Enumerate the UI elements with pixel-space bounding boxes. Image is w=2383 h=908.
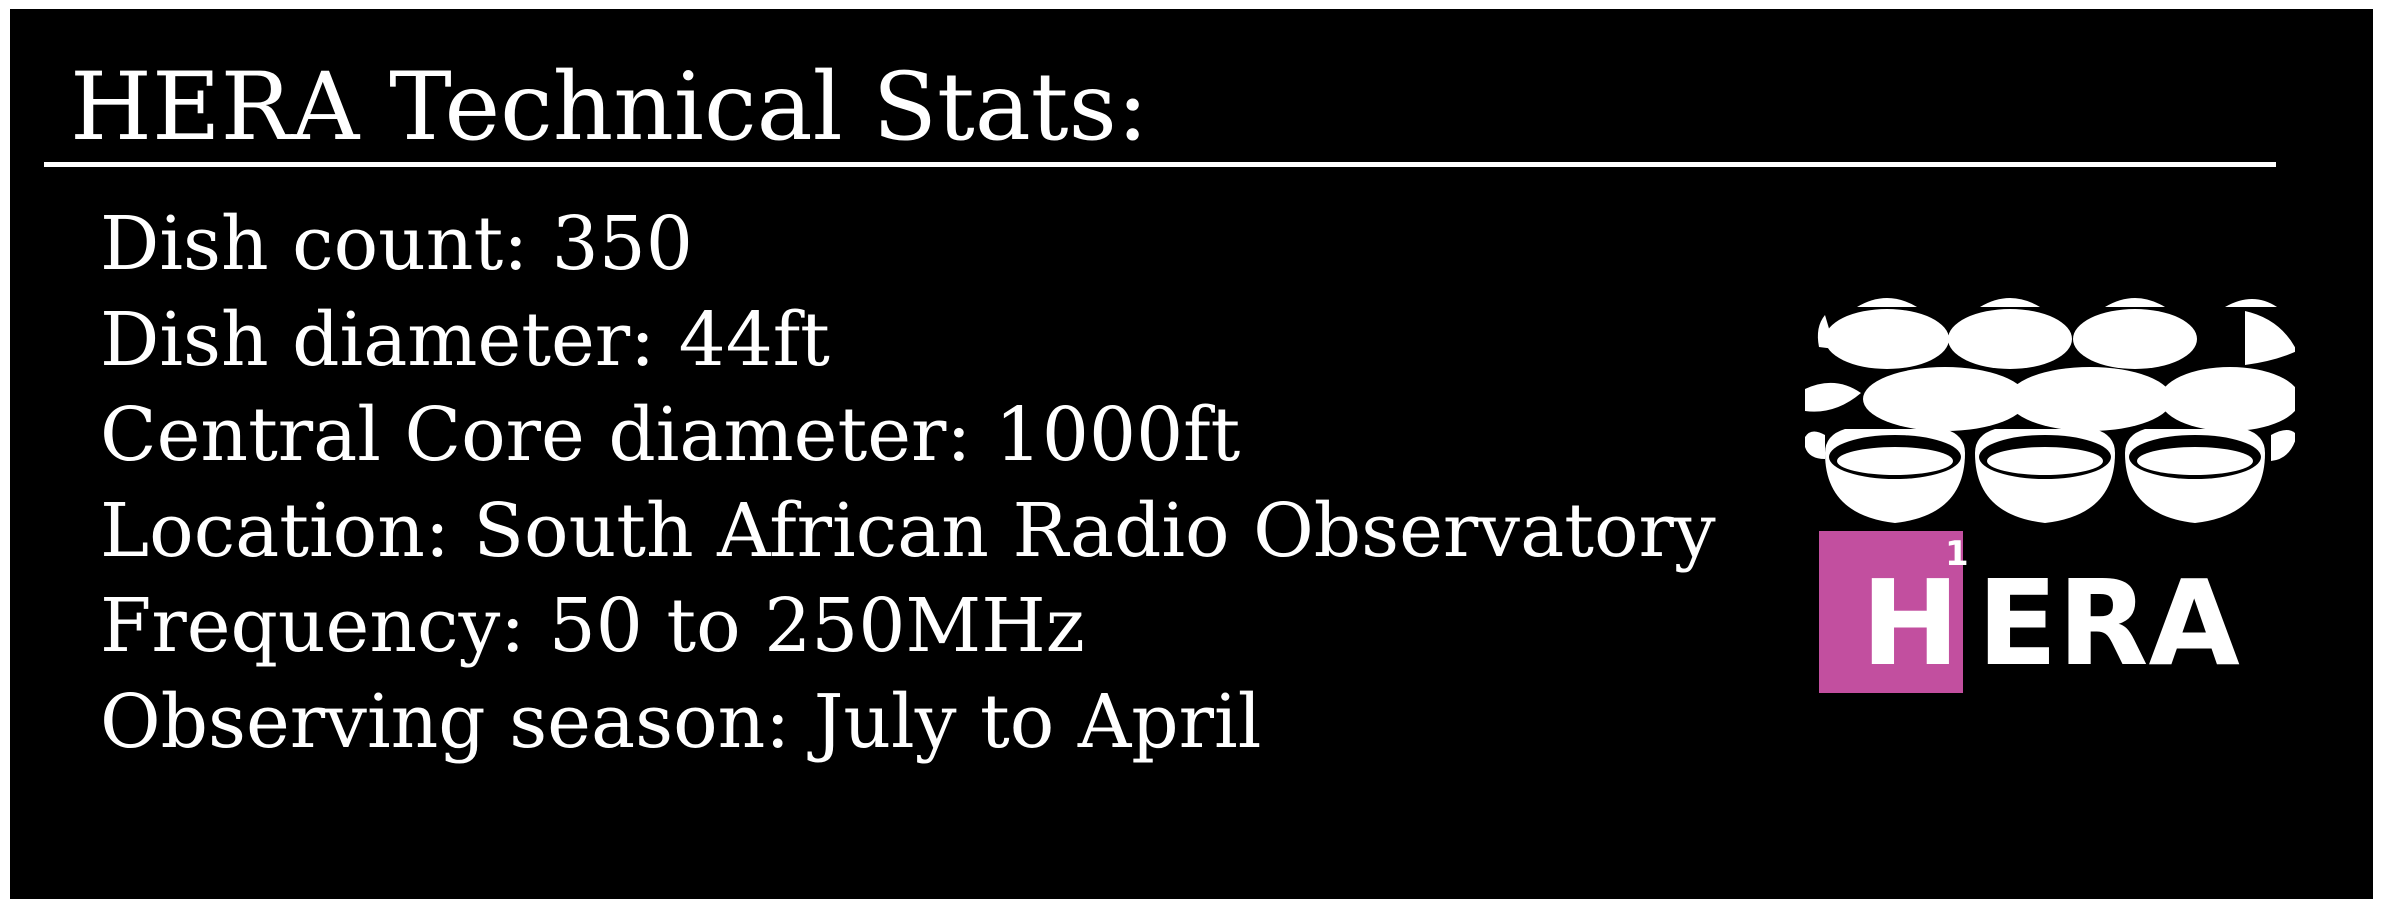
- stats-panel: HERA Technical Stats: Dish count: 350 Di…: [10, 9, 2373, 899]
- stat-dish-count: Dish count: 350: [100, 201, 693, 287]
- logo-wordmark: ERA: [1977, 554, 2240, 692]
- stats-list: Dish count: 350 Dish diameter: 44ft Cent…: [100, 197, 1716, 770]
- stat-observing-season: Observing season: July to April: [100, 678, 1262, 765]
- panel-title: HERA Technical Stats:: [70, 53, 1149, 162]
- stat-dish-diameter: Dish diameter: 44ft: [100, 296, 830, 383]
- logo-box-letter: H: [1861, 554, 1960, 692]
- stat-frequency: Frequency: 50 to 250MHz: [100, 583, 1085, 669]
- hera-logo-icon: H 1 ERA: [1805, 298, 2295, 693]
- stat-location: Location: South African Radio Observator…: [100, 487, 1716, 574]
- hera-logo-box: [1819, 531, 1963, 693]
- logo-superscript: 1: [1945, 534, 1969, 574]
- stat-core-diameter: Central Core diameter: 1000ft: [100, 392, 1241, 478]
- hera-logo: H 1 ERA: [1805, 289, 2295, 709]
- title-divider: [44, 162, 2276, 167]
